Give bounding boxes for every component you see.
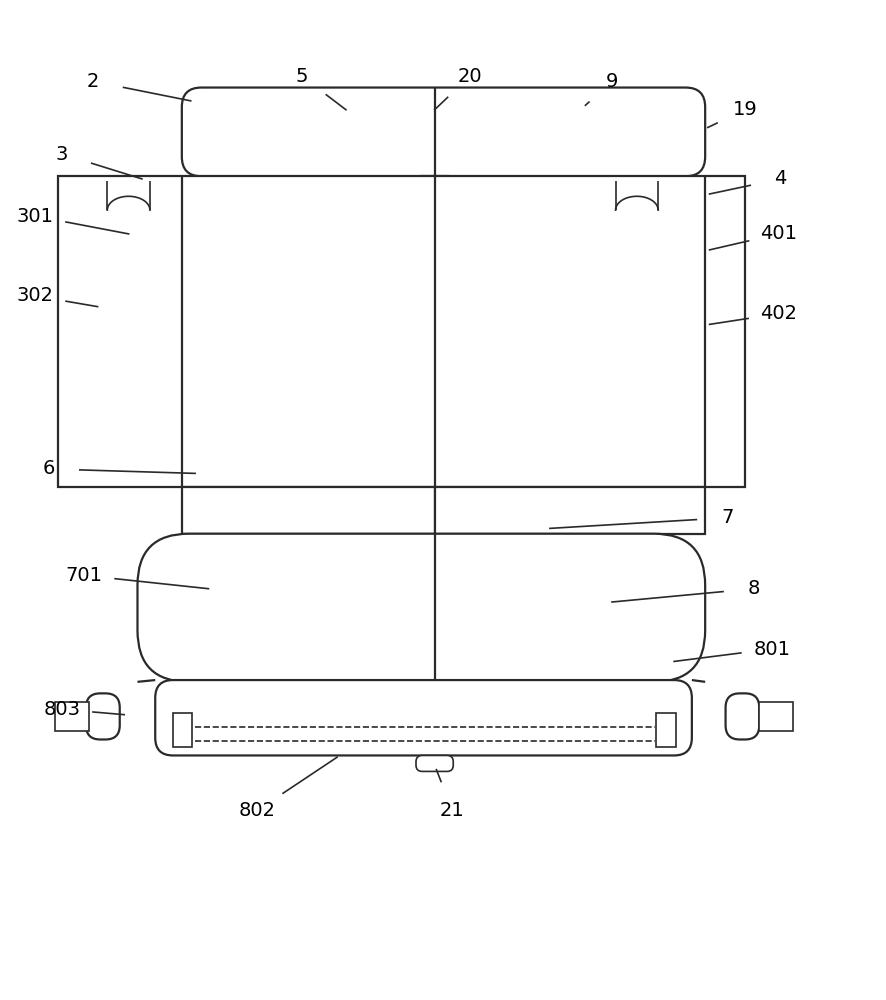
Text: 6: 6 [43, 459, 55, 478]
Text: 803: 803 [43, 700, 81, 719]
Text: 9: 9 [605, 72, 618, 91]
Bar [656, 713, 675, 747]
Bar [182, 487, 434, 534]
Text: 301: 301 [17, 207, 54, 226]
Bar [58, 176, 744, 487]
FancyBboxPatch shape [155, 680, 691, 755]
Text: 402: 402 [759, 304, 797, 323]
FancyBboxPatch shape [416, 755, 453, 771]
Text: 401: 401 [759, 224, 797, 243]
Text: 8: 8 [747, 579, 759, 598]
Text: 3: 3 [56, 145, 68, 164]
Text: 701: 701 [66, 566, 103, 585]
FancyBboxPatch shape [725, 693, 758, 739]
Text: 7: 7 [720, 508, 733, 527]
Bar [173, 713, 192, 747]
Text: 21: 21 [439, 801, 464, 820]
Text: 802: 802 [238, 801, 276, 820]
Text: 19: 19 [732, 100, 757, 119]
Text: 5: 5 [295, 67, 307, 86]
Bar [434, 487, 704, 534]
Text: 302: 302 [17, 286, 54, 305]
FancyBboxPatch shape [182, 88, 704, 176]
Text: 20: 20 [457, 67, 482, 86]
FancyBboxPatch shape [86, 693, 120, 739]
Bar [421, 176, 447, 185]
Bar [758, 702, 792, 731]
FancyBboxPatch shape [137, 534, 704, 682]
Bar [55, 702, 89, 731]
Text: 801: 801 [752, 640, 789, 659]
Text: 4: 4 [773, 169, 786, 188]
Text: 2: 2 [87, 72, 99, 91]
